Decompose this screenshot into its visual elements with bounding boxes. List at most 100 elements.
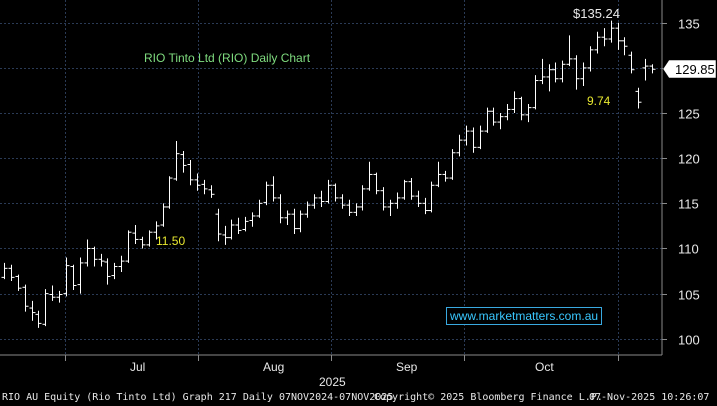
- ohlc-bar: [373, 172, 380, 195]
- ohlc-bar: [15, 274, 22, 291]
- ohlc-bar: [160, 203, 167, 227]
- ohlc-bar: [180, 150, 187, 173]
- ohlc-bar: [249, 212, 256, 227]
- ohlc-bar: [242, 216, 249, 232]
- ohlc-bar: [49, 285, 56, 301]
- ohlc-bar: [91, 246, 98, 267]
- ohlc-bar: [408, 178, 415, 200]
- ohlc-bar: [235, 217, 242, 235]
- ohlc-bar: [587, 46, 594, 72]
- ohlc-bar: [608, 20, 615, 43]
- y-tick-label: 120: [678, 152, 700, 167]
- x-tick-label: Oct: [535, 360, 554, 374]
- ohlc-bar: [339, 194, 346, 209]
- x-tick-label: Aug: [263, 360, 284, 374]
- ohlc-bar: [70, 264, 77, 290]
- ohlc-bar: [346, 199, 353, 216]
- watermark-link[interactable]: www.marketmatters.com.au: [446, 307, 603, 325]
- ohlc-bar: [35, 310, 42, 328]
- ohlc-bar: [277, 194, 284, 224]
- footer-bar: RIO AU Equity (Rio Tinto Ltd) Graph 217 …: [0, 389, 717, 406]
- ohlc-bar: [187, 159, 194, 186]
- ohlc-bar: [132, 224, 139, 244]
- ohlc-bar: [263, 181, 270, 206]
- ohlc-bar: [490, 107, 497, 126]
- y-tick-label: 115: [678, 197, 699, 212]
- ohlc-bar: [201, 179, 208, 195]
- ohlc-bar: [470, 127, 477, 153]
- x-tick-label: Sep: [396, 360, 418, 374]
- ohlc-bar: [435, 161, 442, 188]
- ohlc-bar: [311, 194, 318, 209]
- ohlc-bar: [208, 185, 215, 198]
- ohlc-bar: [525, 104, 532, 123]
- ohlc-bar: [621, 37, 628, 56]
- ohlc-bar: [366, 161, 373, 191]
- ohlc-bar: [649, 64, 656, 74]
- ohlc-bar: [504, 104, 511, 121]
- ohlc-bar: [401, 179, 408, 200]
- x-tick-label: Jul: [130, 360, 145, 374]
- last-price-label: 129.85: [675, 62, 715, 77]
- chart-title: RIO Tinto Ltd (RIO) Daily Chart: [144, 51, 311, 65]
- ohlc-bar: [256, 199, 263, 218]
- ohlc-bar: [359, 185, 366, 211]
- ohlc-bar: [125, 230, 132, 263]
- ohlc-bar: [353, 203, 360, 216]
- ohlc-bar: [546, 64, 553, 92]
- ohlc-bar: [297, 210, 304, 233]
- ohlc-bar: [539, 58, 546, 85]
- ohlc-bar: [98, 253, 105, 267]
- footer-timestamp: 07-Nov-2025 10:26:07: [589, 392, 710, 403]
- ohlc-bar: [173, 141, 180, 181]
- ohlc-bar: [194, 173, 201, 191]
- ohlc-bar: [153, 221, 160, 240]
- x-axis: Jul Aug Sep Oct 2025: [0, 354, 662, 389]
- ohlc-bar: [580, 62, 587, 86]
- ohlc-bar: [139, 236, 146, 249]
- ohlc-bar: [380, 187, 387, 211]
- ohlc-bar: [228, 219, 235, 240]
- ohlc-bar: [104, 258, 111, 285]
- ohlc-bar: [532, 75, 539, 110]
- y-tick-label: 100: [678, 333, 700, 348]
- ohlc-bar: [387, 199, 394, 216]
- x-year-label: 2025: [319, 375, 346, 389]
- ohlc-bar: [566, 35, 573, 67]
- ohlc-bar: [56, 290, 63, 303]
- ohlc-bar: [1, 262, 8, 280]
- footer-security-info: RIO AU Equity (Rio Tinto Ltd) Graph 217 …: [2, 392, 394, 403]
- ohlc-bar: [166, 176, 173, 209]
- ohlc-bar: [635, 87, 642, 109]
- ohlc-bar: [325, 179, 332, 204]
- ohlc-bar: [284, 210, 291, 225]
- range-label: 11.50: [156, 234, 185, 248]
- range-label: 9.74: [587, 94, 611, 108]
- ohlc-bar: [518, 96, 525, 121]
- y-tick-label: 135: [678, 17, 700, 32]
- ohlc-bar: [615, 22, 622, 50]
- ohlc-bars: [1, 20, 656, 328]
- ohlc-bar: [428, 181, 435, 213]
- footer-copyright: Copyright© 2025 Bloomberg Finance L.P.: [374, 392, 603, 403]
- y-tick-label: 125: [678, 107, 700, 122]
- grid-lines: [0, 0, 662, 355]
- ohlc-bar: [484, 107, 491, 133]
- ohlc-bar: [222, 225, 229, 245]
- ohlc-bar: [118, 255, 125, 272]
- ohlc-bar: [215, 208, 222, 242]
- ohlc-bar: [29, 300, 36, 321]
- ohlc-bar: [463, 125, 470, 146]
- ohlc-bar: [304, 201, 311, 218]
- last-price-tag: [662, 59, 717, 79]
- ohlc-bar: [559, 60, 566, 83]
- ohlc-bar: [77, 257, 84, 294]
- y-tick-label: 110: [678, 242, 699, 257]
- ohlc-bar: [456, 134, 463, 157]
- ohlc-bar: [594, 31, 601, 54]
- ohlc-bar: [318, 190, 325, 207]
- ohlc-bar: [42, 289, 49, 327]
- ohlc-bar: [477, 125, 484, 150]
- ohlc-bar: [552, 62, 559, 83]
